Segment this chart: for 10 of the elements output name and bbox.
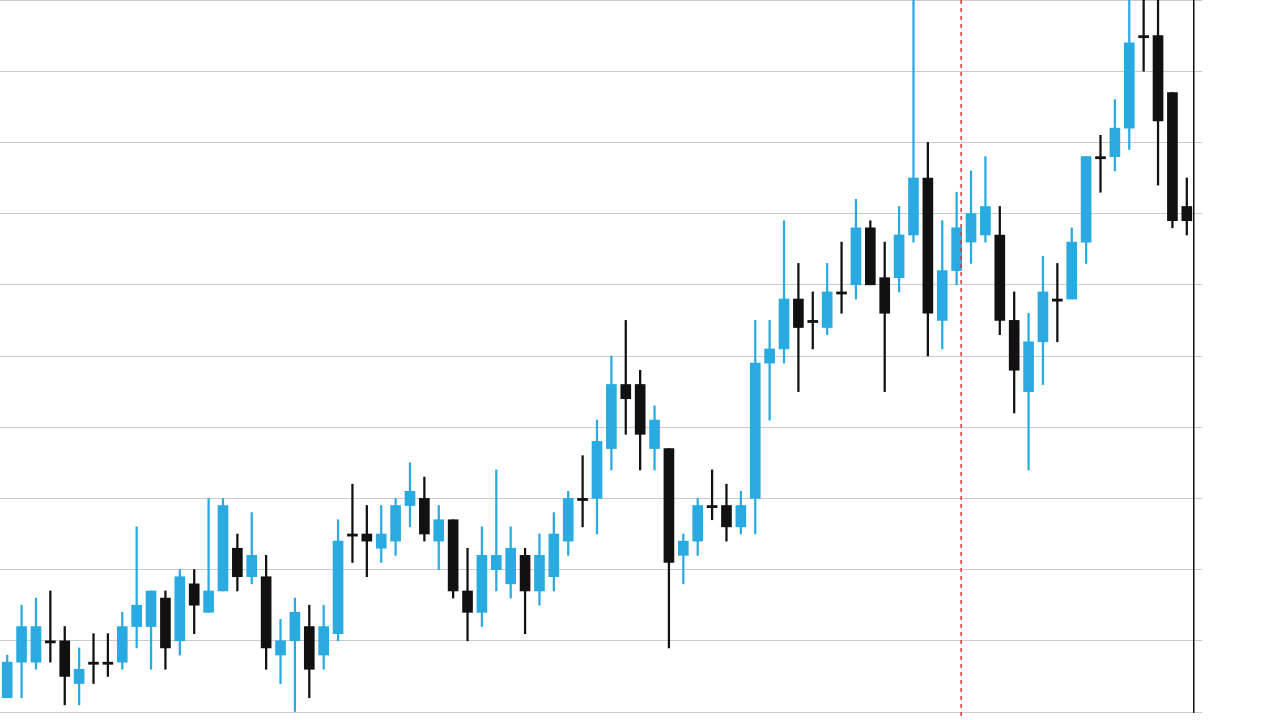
candlestick (577, 455, 588, 528)
candlestick (462, 547, 473, 642)
candlestick (275, 619, 286, 684)
candlestick (793, 263, 804, 392)
candlestick (764, 320, 775, 421)
candlestick (88, 633, 99, 684)
candlestick (1095, 134, 1106, 193)
candlestick (908, 0, 919, 243)
candlestick (203, 498, 214, 613)
candlestick (1023, 312, 1034, 471)
